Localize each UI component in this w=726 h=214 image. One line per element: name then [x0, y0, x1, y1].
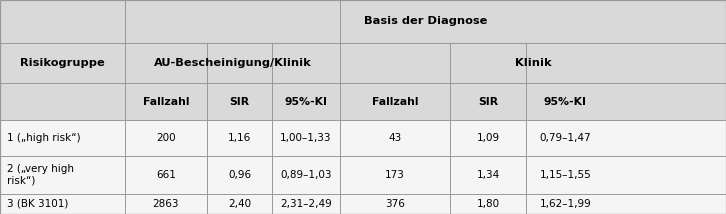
Bar	[0, 194, 726, 214]
Text: 3 (BK 3101): 3 (BK 3101)	[7, 199, 69, 209]
Text: 376: 376	[385, 199, 405, 209]
Bar	[0, 156, 726, 194]
Text: 1,15–1,55: 1,15–1,55	[539, 170, 591, 180]
Text: 1,80: 1,80	[477, 199, 499, 209]
Text: 1,34: 1,34	[476, 170, 500, 180]
Text: 1 („high risk“): 1 („high risk“)	[7, 133, 81, 143]
Bar	[0, 43, 726, 83]
Text: 0,89–1,03: 0,89–1,03	[280, 170, 332, 180]
Bar	[0, 120, 726, 156]
Text: 0,96: 0,96	[228, 170, 251, 180]
Text: 173: 173	[385, 170, 405, 180]
Bar	[0, 156, 726, 194]
Text: 95%-KI: 95%-KI	[544, 97, 587, 107]
Text: 0,79–1,47: 0,79–1,47	[539, 133, 591, 143]
Bar	[0, 0, 726, 43]
Text: 1,00–1,33: 1,00–1,33	[280, 133, 332, 143]
Bar	[0, 83, 726, 120]
Text: 2,40: 2,40	[228, 199, 251, 209]
Text: 2,31–2,49: 2,31–2,49	[280, 199, 332, 209]
Text: 2 („very high
risk“): 2 („very high risk“)	[7, 164, 74, 186]
Text: AU-Bescheinigung/Klinik: AU-Bescheinigung/Klinik	[153, 58, 311, 68]
Text: Klinik: Klinik	[515, 58, 551, 68]
Text: 1,62–1,99: 1,62–1,99	[539, 199, 591, 209]
Text: 43: 43	[388, 133, 401, 143]
Bar	[0, 83, 726, 120]
Text: 661: 661	[156, 170, 176, 180]
Text: 1,09: 1,09	[477, 133, 499, 143]
Bar	[0, 194, 726, 214]
Text: 200: 200	[156, 133, 176, 143]
Text: 95%-KI: 95%-KI	[285, 97, 327, 107]
Text: Fallzahl: Fallzahl	[372, 97, 418, 107]
Text: SIR: SIR	[229, 97, 250, 107]
Bar	[0, 0, 726, 43]
Text: 1,16: 1,16	[228, 133, 251, 143]
Text: Risikogruppe: Risikogruppe	[20, 58, 105, 68]
Bar	[0, 120, 726, 156]
Text: Basis der Diagnose: Basis der Diagnose	[364, 16, 487, 26]
Text: SIR: SIR	[478, 97, 498, 107]
Text: Fallzahl: Fallzahl	[142, 97, 189, 107]
Text: 2863: 2863	[152, 199, 179, 209]
Bar	[0, 43, 726, 83]
